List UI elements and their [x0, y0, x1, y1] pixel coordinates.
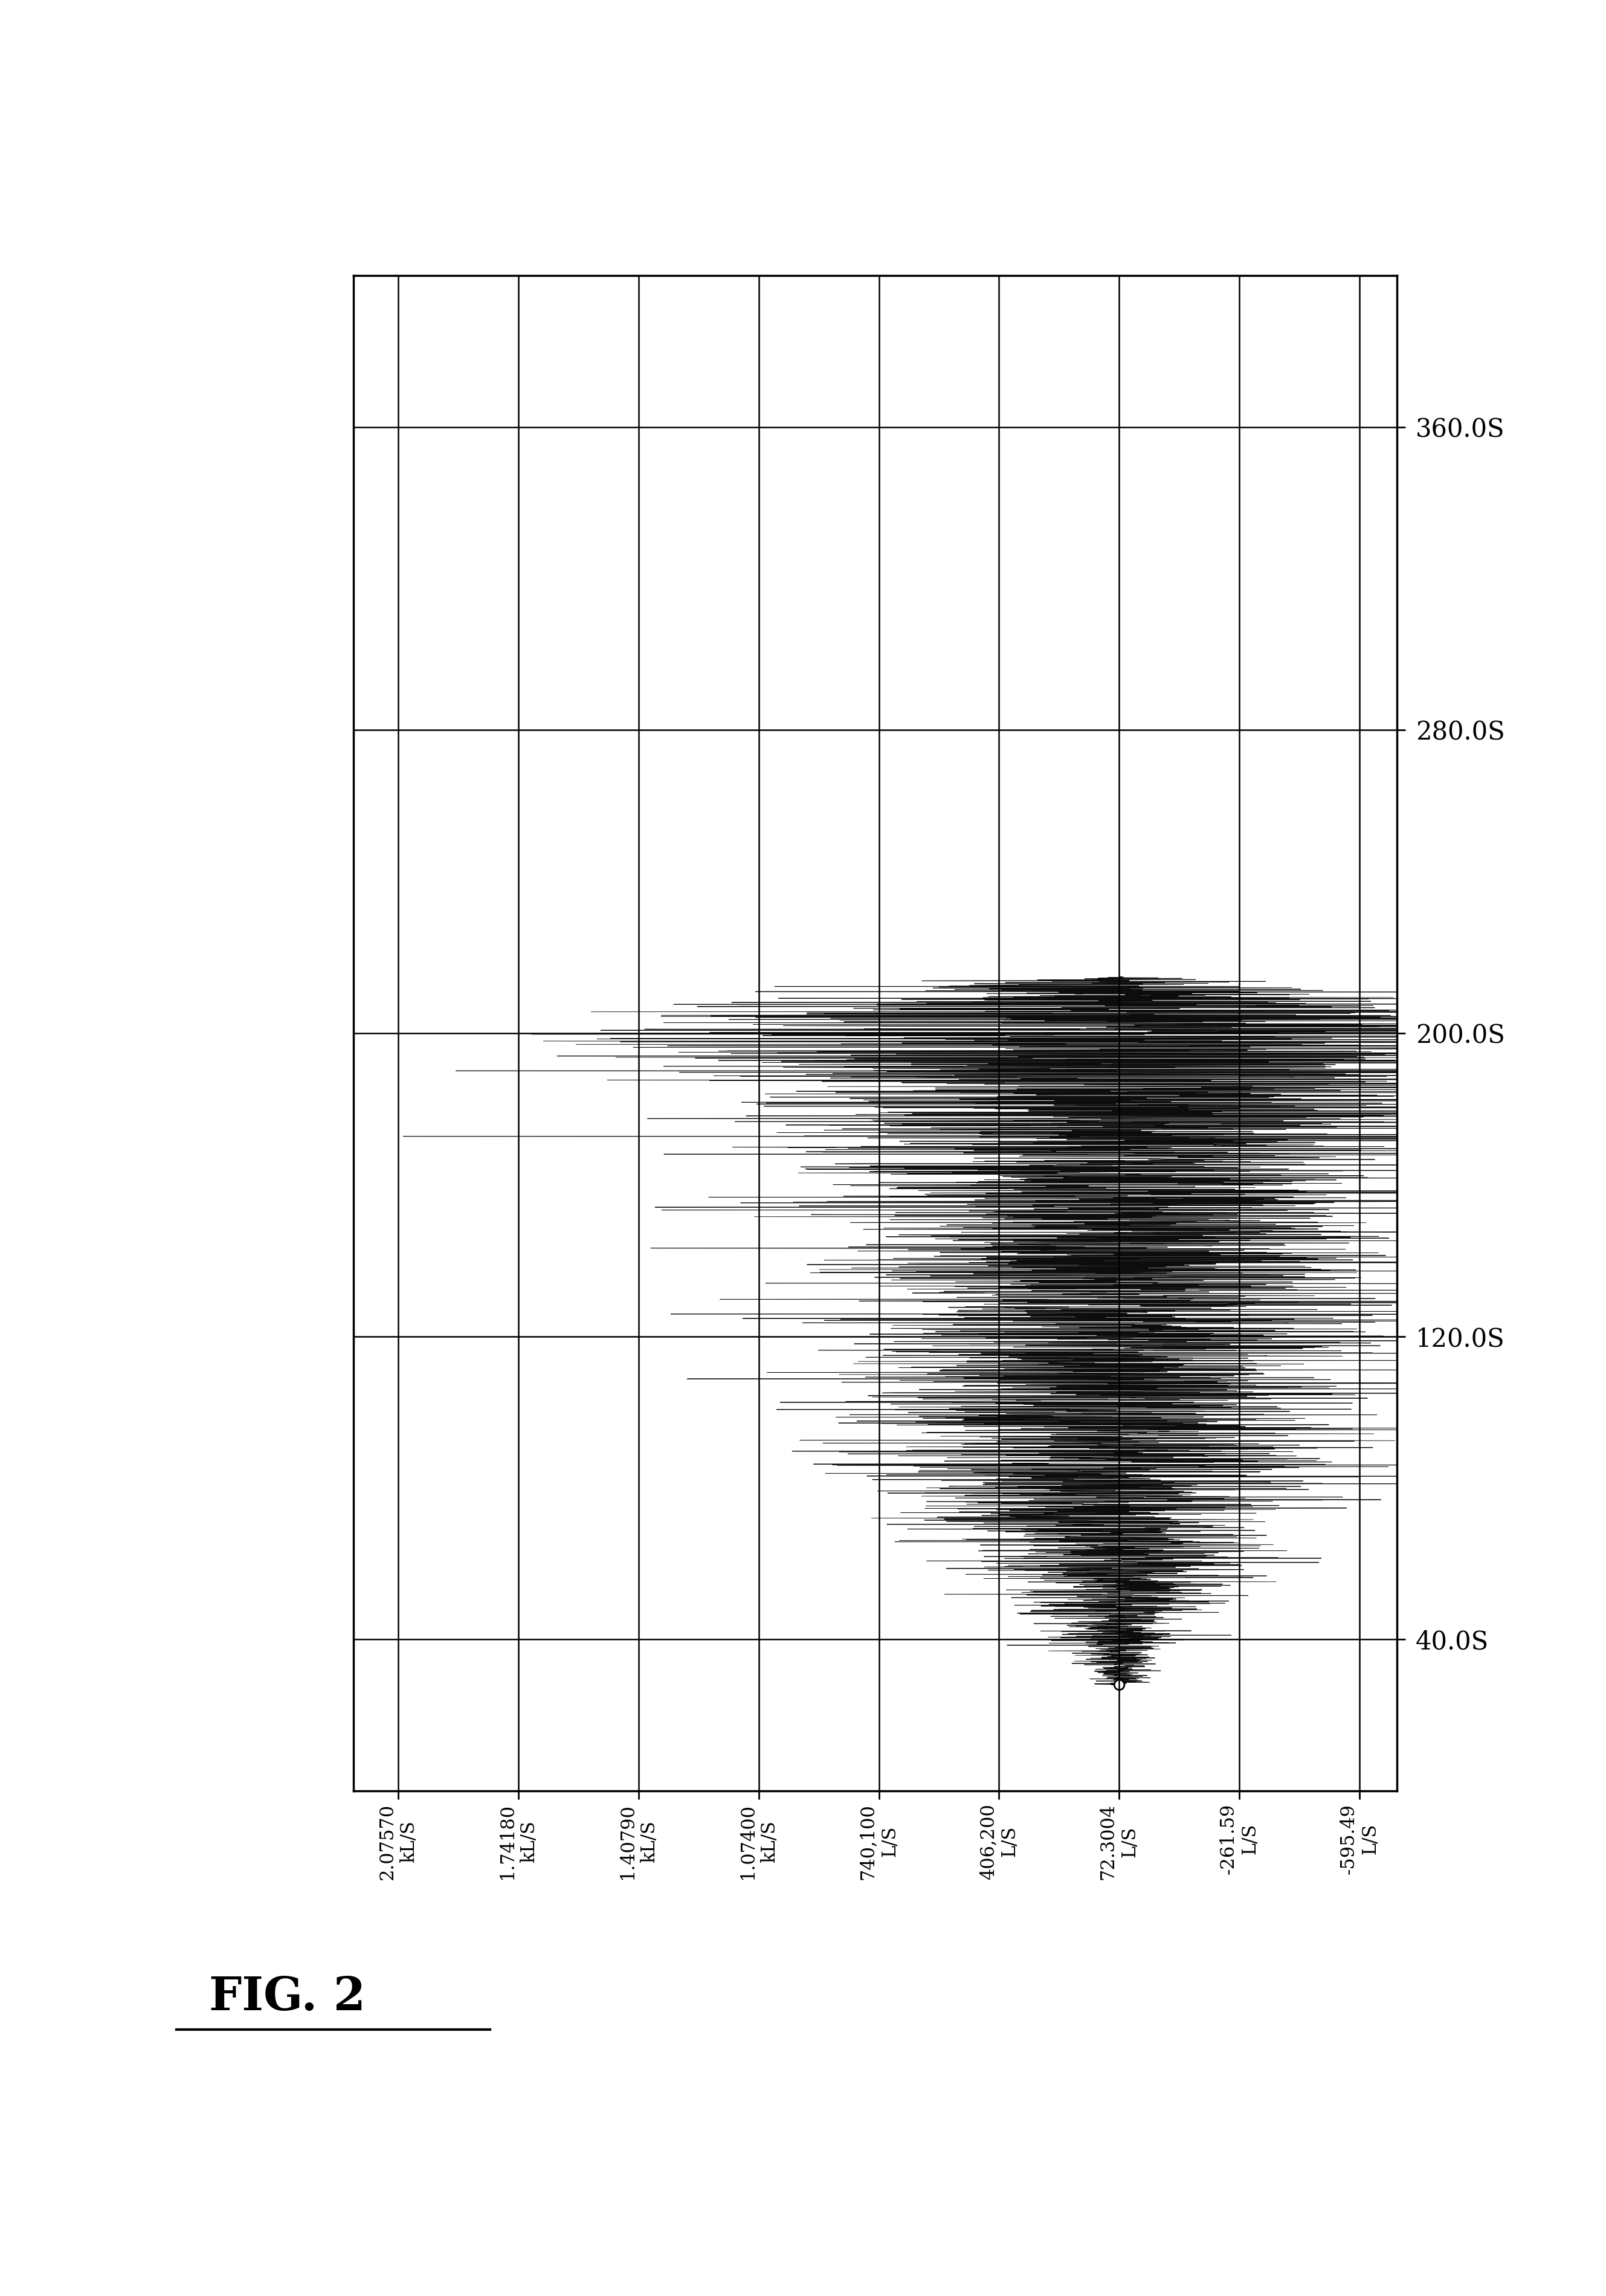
- Text: FIG. 2: FIG. 2: [209, 1975, 365, 2020]
